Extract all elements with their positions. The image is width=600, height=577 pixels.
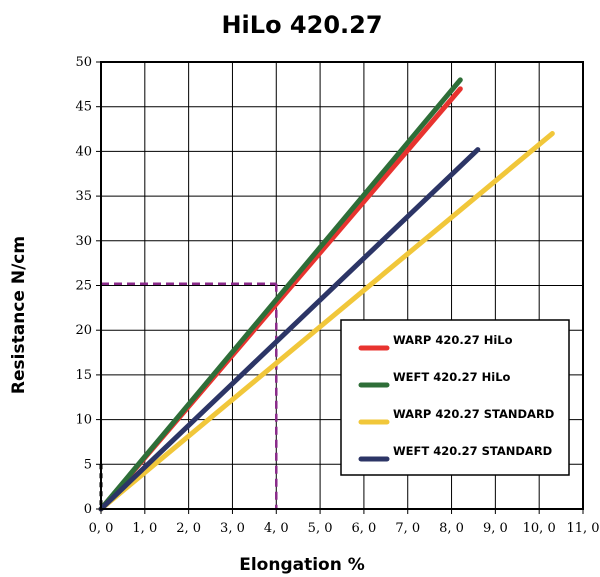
- x-tick-label: 1, 0: [132, 521, 157, 536]
- chart-title: HiLo 420.27: [221, 11, 382, 39]
- y-axis-label: Resistance N/cm: [9, 236, 29, 394]
- y-tick-labels: 0 5 10 15 20 25 30 35 40 45 50: [75, 55, 101, 517]
- y-tick-label: 45: [75, 100, 92, 115]
- x-tick-label: 9, 0: [483, 521, 508, 536]
- x-axis-label: Elongation %: [239, 555, 365, 575]
- legend: WARP 420.27 HiLo WEFT 420.27 HiLo WARP 420…: [340, 319, 570, 476]
- x-tick-label: 0, 0: [89, 521, 114, 536]
- y-tick-label: 0: [84, 502, 92, 517]
- series-line-3: [98, 131, 555, 512]
- y-tick-label: 50: [75, 55, 92, 70]
- legend-label-2: WEFT 420.27 HiLo: [393, 370, 511, 384]
- x-tick-label: 6, 0: [352, 521, 377, 536]
- x-tick-label: 7, 0: [395, 521, 420, 536]
- y-tick-label: 40: [75, 144, 92, 159]
- x-tick-label: 8, 0: [439, 521, 464, 536]
- x-tick-label: 11, 0: [566, 521, 599, 536]
- y-tick-label: 10: [75, 413, 92, 428]
- x-tick-label: 4, 0: [264, 521, 289, 536]
- legend-label-3: WARP 420.27 STANDARD: [393, 407, 554, 421]
- y-tick-label: 15: [75, 368, 92, 383]
- y-tick-label: 25: [75, 279, 92, 294]
- x-tick-label: 5, 0: [308, 521, 333, 536]
- x-tick-label: 2, 0: [176, 521, 201, 536]
- y-tick-label: 35: [75, 189, 92, 204]
- x-tick-label: 10, 0: [523, 521, 556, 536]
- x-tick-label: 3, 0: [220, 521, 245, 536]
- x-tick-labels: 0, 0 1, 0 2, 0 3, 0 4, 0 5, 0 6, 0 7, 0 8, 0 9, 0…: [89, 509, 600, 536]
- series-lines: [98, 77, 555, 512]
- y-tick-label: 20: [75, 323, 92, 338]
- y-tick-label: 5: [84, 457, 92, 472]
- legend-label-4: WEFT 420.27 STANDARD: [393, 444, 552, 458]
- y-tick-label: 30: [75, 234, 92, 249]
- legend-label-1: WARP 420.27 HiLo: [393, 333, 513, 347]
- series-line-4: [98, 147, 481, 512]
- series-line-2: [98, 77, 463, 512]
